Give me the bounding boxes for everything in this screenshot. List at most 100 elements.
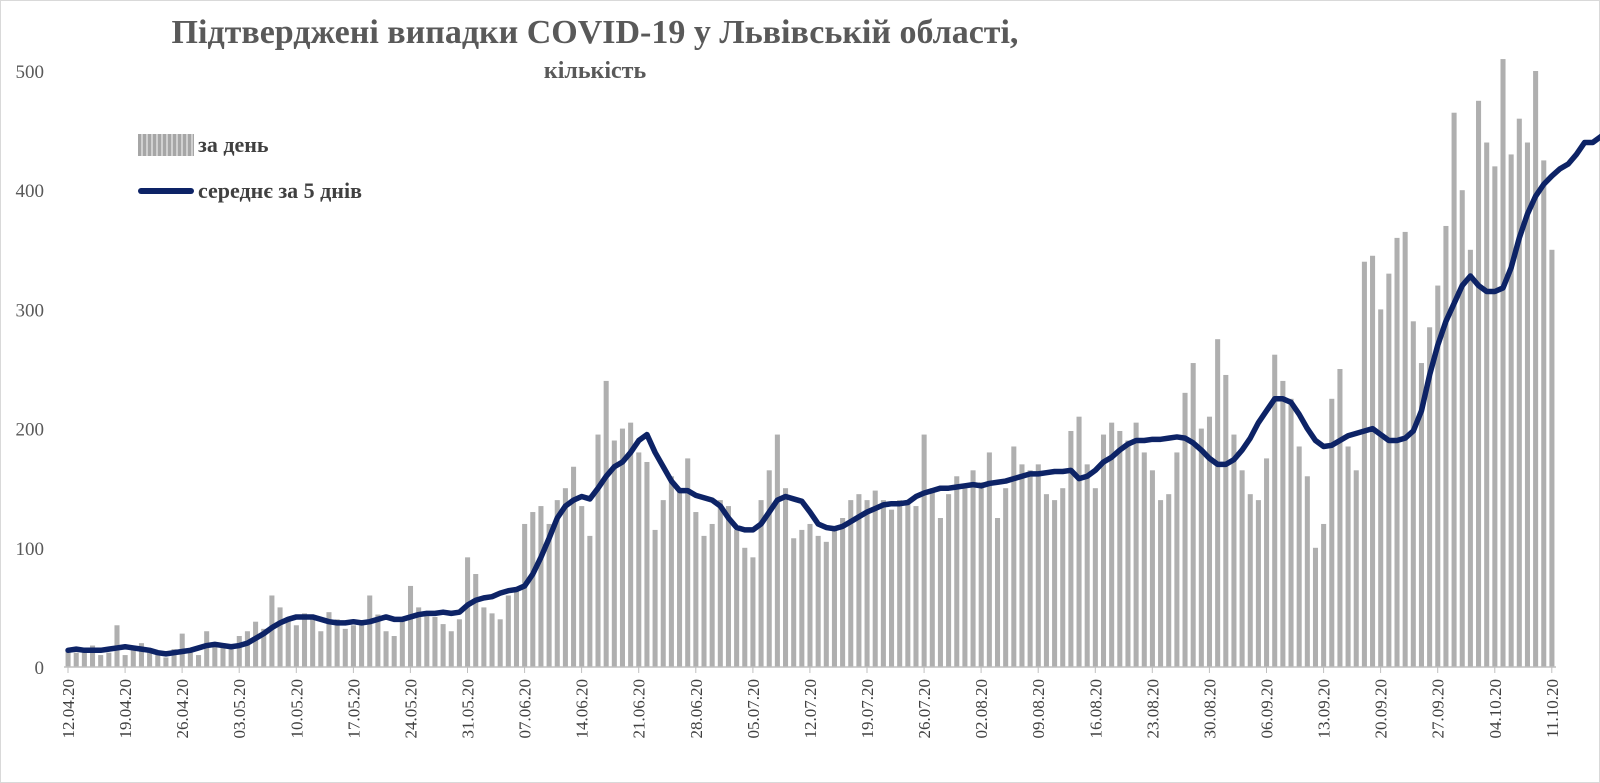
bar-daily [1125, 440, 1131, 667]
bar-daily [204, 631, 210, 667]
bar-daily [130, 645, 136, 667]
bar-daily [1190, 363, 1196, 667]
bar-daily [220, 643, 226, 667]
bar-daily [693, 512, 699, 667]
bar-daily [196, 655, 202, 667]
bar-daily [65, 650, 71, 667]
bar-daily [310, 619, 316, 667]
bar-daily [1206, 416, 1213, 667]
bar-daily [432, 616, 438, 667]
bar-daily [424, 614, 430, 667]
bar-daily [522, 523, 528, 667]
bar-daily [236, 636, 242, 667]
bar-daily [1345, 446, 1351, 667]
x-tick-label: 12.07.20 [801, 679, 820, 739]
bar-daily [359, 621, 365, 667]
x-tick-label: 27.09.20 [1429, 679, 1448, 739]
bar-daily [970, 470, 976, 667]
bar-daily [848, 500, 854, 667]
bar-daily [244, 631, 250, 667]
legend-label-average: середнє за 5 днів [198, 178, 362, 203]
x-tick-label: 30.08.20 [1200, 679, 1219, 739]
bar-daily [1361, 261, 1367, 667]
bar-daily [1166, 494, 1172, 667]
bar-daily [758, 500, 764, 667]
bar-daily [1451, 112, 1457, 668]
bar-daily [946, 494, 952, 667]
bar-daily [1459, 190, 1465, 667]
bar-daily [734, 529, 740, 667]
bar-daily [660, 500, 666, 667]
bar-daily [1296, 446, 1302, 667]
bar-daily [1182, 392, 1188, 667]
bar-daily [1133, 422, 1139, 667]
bar-daily [277, 607, 283, 667]
bar-daily [301, 613, 308, 667]
bar-daily [823, 541, 829, 667]
bar-daily [326, 612, 332, 667]
bar-daily [913, 506, 919, 667]
x-tick-label: 14.06.20 [573, 679, 592, 739]
bar-daily [677, 488, 683, 667]
bar-daily [1174, 452, 1180, 667]
bar-daily [407, 585, 414, 667]
bar-daily [872, 490, 878, 667]
bar-daily [668, 476, 674, 667]
bar-daily [81, 647, 87, 667]
bar-daily [1239, 470, 1245, 667]
bar-daily [473, 574, 479, 667]
bar-daily [293, 625, 299, 667]
bar-daily [644, 461, 650, 667]
bar-daily [1378, 309, 1384, 667]
bar-daily [1052, 500, 1058, 667]
bar-daily [611, 440, 617, 667]
bar-daily [440, 624, 446, 667]
x-tick-label: 19.04.20 [116, 679, 135, 739]
bar-daily [90, 645, 96, 667]
bar-daily [864, 500, 870, 667]
bar-daily [1223, 374, 1229, 667]
bar-daily [1467, 249, 1473, 668]
bar-daily [318, 631, 324, 667]
bar-daily [954, 476, 960, 667]
bar-daily [375, 614, 381, 667]
bar-daily [481, 607, 487, 667]
bar-daily [929, 488, 935, 667]
bar-daily [1386, 273, 1392, 667]
bar-daily [1272, 354, 1278, 667]
bar-daily [1149, 470, 1155, 667]
bar-daily [155, 655, 161, 667]
bar-daily [1410, 321, 1416, 667]
bar-daily [709, 523, 715, 667]
bar-daily [1019, 464, 1025, 667]
bar-daily [505, 595, 511, 667]
bar-daily [685, 458, 691, 667]
bar-daily [456, 619, 462, 667]
bar-daily [138, 643, 144, 667]
x-tick-label: 26.04.20 [173, 679, 192, 739]
bar-daily [1435, 285, 1441, 667]
x-tick-label: 24.05.20 [401, 679, 420, 739]
bar-daily [538, 506, 544, 667]
x-tick-label: 28.06.20 [687, 679, 706, 739]
bar-daily [1076, 416, 1082, 667]
x-tick-label: 03.05.20 [230, 679, 249, 739]
line-5-day-average [65, 133, 1600, 657]
bar-daily [889, 509, 895, 667]
bar-daily [98, 655, 104, 667]
bar-daily [725, 506, 731, 667]
bar-daily [1027, 470, 1033, 667]
x-tick-label: 05.07.20 [744, 679, 763, 739]
bar-daily [261, 628, 267, 667]
bar-daily [856, 494, 862, 667]
bar-daily [1141, 452, 1147, 667]
x-tick-label: 10.05.20 [287, 679, 306, 739]
bar-daily [1418, 363, 1424, 667]
bar-daily [750, 557, 756, 667]
bar-daily [1158, 500, 1164, 667]
bar-daily [921, 434, 927, 667]
x-tick-label: 09.08.20 [1029, 679, 1048, 739]
bar-daily [1043, 494, 1049, 667]
bar-daily [367, 595, 373, 667]
x-tick-label: 17.05.20 [344, 679, 363, 739]
